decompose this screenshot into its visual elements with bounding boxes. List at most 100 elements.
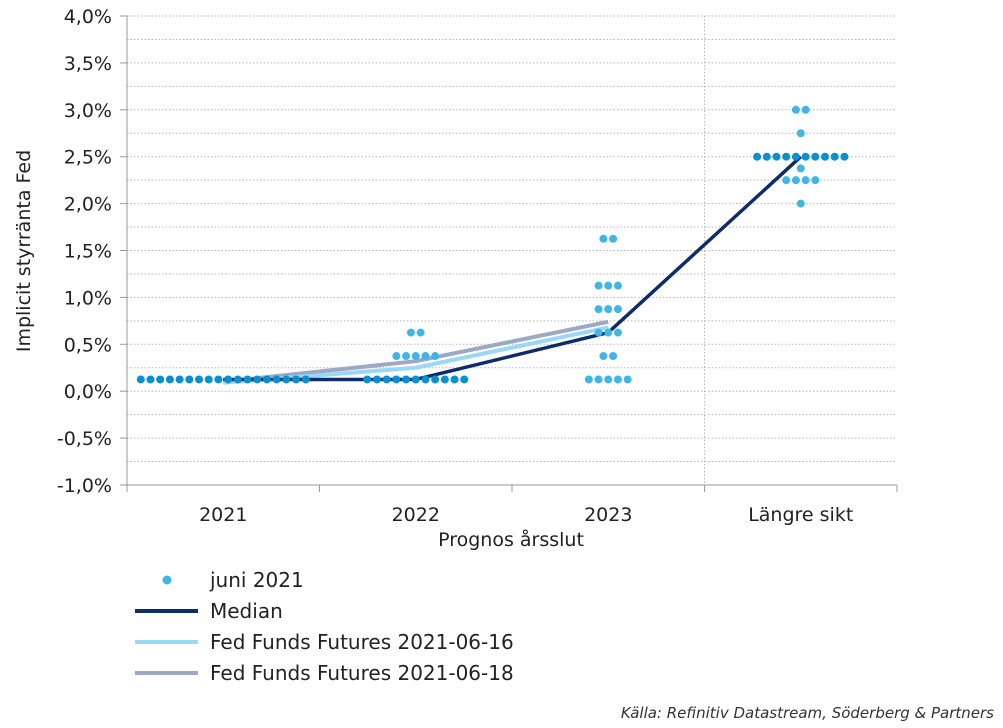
dot-point: [272, 375, 281, 384]
series-line-median: [223, 155, 802, 382]
dot-point: [762, 152, 771, 161]
dot-point: [830, 152, 839, 161]
dot-point: [185, 375, 194, 384]
dot-point: [753, 152, 762, 161]
y-tick-label: 1,0%: [64, 287, 112, 309]
dot-point: [233, 375, 242, 384]
x-axis-title: Prognos årsslut: [438, 528, 584, 551]
legend-label: Fed Funds Futures 2021-06-16: [210, 630, 514, 654]
dot-plot: [136, 105, 849, 384]
dot-point: [782, 176, 791, 185]
legend-dot-marker: [162, 575, 172, 585]
dot-point: [204, 375, 213, 384]
dot-point: [796, 199, 805, 208]
dot-point: [224, 375, 233, 384]
dot-point: [801, 105, 810, 114]
dot-point: [243, 375, 252, 384]
y-tick-label: 3,5%: [64, 53, 112, 75]
dot-point: [175, 375, 184, 384]
dot-point: [801, 176, 810, 185]
dot-point: [392, 352, 401, 361]
dot-point: [214, 375, 223, 384]
dot-point: [301, 375, 310, 384]
dot-point: [791, 105, 800, 114]
dot-point: [156, 375, 165, 384]
dot-point: [772, 152, 781, 161]
dot-point: [292, 375, 300, 384]
y-tick-label: 0,0%: [64, 381, 112, 403]
dot-point: [613, 305, 622, 314]
dot-point: [623, 375, 632, 384]
x-tick-label: Längre sikt: [748, 504, 853, 526]
legend-label: Fed Funds Futures 2021-06-18: [210, 661, 514, 685]
dot-point: [372, 375, 381, 384]
dot-point: [840, 152, 849, 161]
dot-point: [811, 152, 820, 161]
dot-point: [421, 375, 430, 384]
dot-point: [584, 375, 593, 384]
dot-point: [402, 375, 411, 384]
dot-point: [604, 305, 613, 314]
dot-point: [421, 352, 430, 361]
dot-point: [801, 152, 810, 161]
dot-point: [791, 176, 800, 185]
y-tick-label: -0,5%: [57, 428, 112, 450]
dot-point: [613, 281, 622, 290]
dot-point: [165, 375, 174, 384]
dot-point: [782, 152, 791, 161]
x-tick-label: 2021: [199, 504, 247, 526]
y-axis-title: Implicit styrränta Fed: [13, 150, 35, 352]
dot-point: [604, 328, 613, 337]
dot-point: [363, 375, 372, 384]
dot-point: [416, 328, 425, 337]
y-tick-label: 1,5%: [64, 241, 112, 263]
dot-point: [253, 375, 262, 384]
series-line-futures-2: [223, 319, 609, 384]
y-tick-label: 2,5%: [64, 147, 112, 169]
dot-point: [599, 234, 608, 243]
grid: [127, 15, 897, 485]
y-tick-label: -1,0%: [57, 475, 112, 497]
source-note: Källa: Refinitiv Datastream, Söderberg &…: [621, 704, 994, 722]
dot-point: [262, 375, 271, 384]
x-axis: 2021 2022 2023 Längre sikt: [126, 484, 898, 526]
dot-point: [392, 375, 401, 384]
y-tick-label: 4,0%: [64, 6, 112, 28]
dot-point: [604, 281, 613, 290]
series-lines: [223, 155, 802, 385]
dot-point: [811, 176, 820, 185]
dot-point: [431, 352, 440, 361]
dot-point: [411, 352, 420, 361]
dot-point: [411, 375, 420, 384]
dot-point: [440, 375, 449, 384]
dot-point: [791, 152, 800, 161]
dot-point: [604, 375, 613, 384]
dot-point: [594, 328, 603, 337]
dot-point: [594, 281, 603, 290]
dot-point: [450, 375, 459, 384]
y-axis: 4,0% 3,5% 3,0% 2,5% 2,0% 1,5% 1,0% 0,5% 0,0% -0,5…: [57, 6, 128, 497]
dot-point: [599, 352, 608, 361]
dot-point: [195, 375, 203, 384]
dot-point: [282, 375, 291, 384]
legend-label-dots: juni 2021: [209, 568, 304, 592]
dot-point: [136, 375, 145, 384]
dot-point: [609, 234, 618, 243]
dot-point: [594, 375, 603, 384]
y-tick-label: 2,0%: [64, 194, 112, 216]
dot-point: [796, 164, 805, 173]
dot-point: [382, 375, 391, 384]
dot-point: [613, 328, 622, 337]
y-tick-label: 3,0%: [64, 100, 112, 122]
dot-point: [594, 305, 603, 314]
dot-point: [609, 352, 618, 361]
dot-point: [431, 375, 440, 384]
x-tick-label: 2023: [584, 504, 632, 526]
dot-point: [402, 352, 411, 361]
x-tick-label: 2022: [392, 504, 440, 526]
legend: juni 2021 Median Fed Funds Futures 2021-06…: [135, 568, 514, 685]
y-tick-label: 0,5%: [64, 334, 112, 356]
legend-label: Median: [210, 599, 283, 623]
dot-point: [406, 328, 415, 337]
